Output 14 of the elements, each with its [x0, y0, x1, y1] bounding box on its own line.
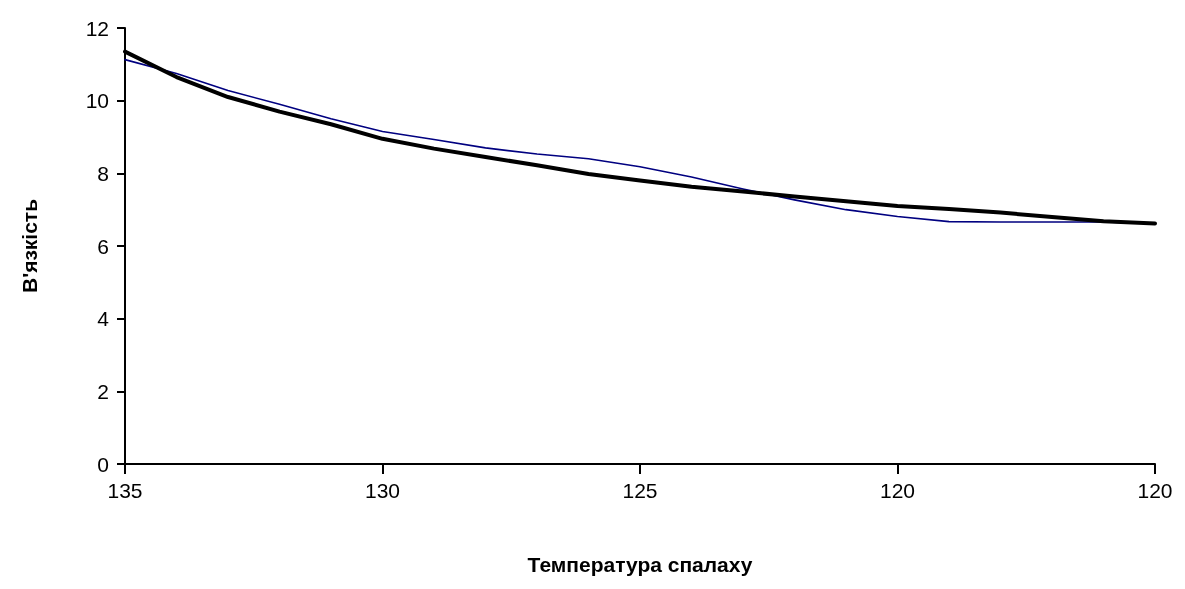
- y-tick-label: 10: [85, 89, 109, 113]
- x-tick-label: 130: [364, 479, 401, 502]
- y-tick-label: 0: [97, 452, 109, 476]
- y-tick-label: 6: [97, 234, 109, 258]
- x-axis-title: Температура спалаху: [527, 553, 753, 576]
- y-tick-label: 12: [85, 16, 109, 40]
- y-tick-label: 8: [97, 161, 109, 185]
- y-tick-label: 2: [97, 379, 109, 403]
- y-axis-title: В'язкість: [18, 198, 41, 294]
- x-tick-label: 120: [1137, 479, 1173, 502]
- x-tick-label: 120: [879, 479, 916, 502]
- y-tick-label: 4: [97, 307, 110, 331]
- x-tick-label: 135: [107, 479, 143, 502]
- x-tick-label: 125: [622, 479, 658, 502]
